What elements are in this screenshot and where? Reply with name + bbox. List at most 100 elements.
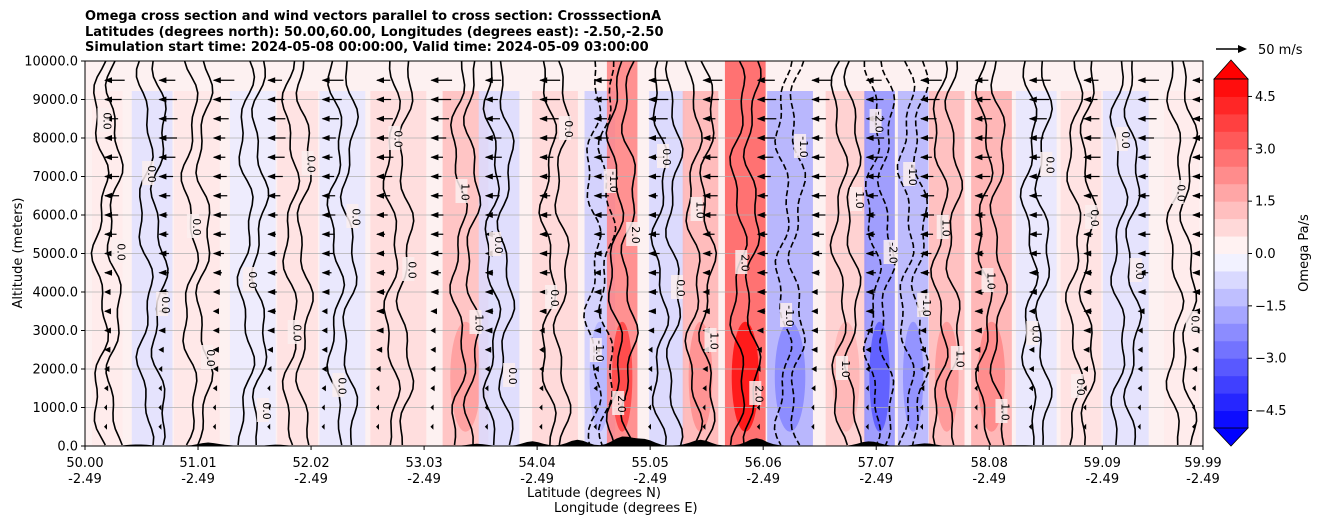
- wind-vector: [593, 289, 602, 295]
- wind-vector: [702, 366, 708, 372]
- wind-vector: [104, 135, 117, 141]
- wind-vector: [1028, 269, 1039, 276]
- contour-label-bg: [589, 338, 602, 362]
- wind-vector: [321, 154, 333, 161]
- contour-label-bg: [1071, 374, 1084, 398]
- wind-vector: [702, 250, 713, 257]
- contour-line: [382, 61, 402, 446]
- contour-label: -1.0: [593, 340, 606, 361]
- wind-vector: [920, 192, 935, 199]
- wind-vector: [484, 173, 502, 180]
- wind-vector: [865, 77, 882, 84]
- wind-vector: [593, 366, 599, 372]
- wind-vector: [648, 327, 655, 334]
- wind-vector: [974, 404, 978, 411]
- x-tick-label-lat: 52.02: [292, 456, 329, 471]
- wind-vector: [865, 308, 875, 315]
- wind-vector: [593, 192, 609, 199]
- omega-column: [532, 91, 578, 446]
- wind-vector: [811, 327, 818, 334]
- colorbar-step: [1214, 393, 1248, 412]
- wind-vector: [1137, 77, 1160, 84]
- wind-vector: [1192, 231, 1203, 238]
- wind-vector: [865, 212, 876, 218]
- wind-vector: [430, 346, 436, 353]
- wind-vector: [321, 269, 332, 276]
- colorbar-step: [1214, 183, 1248, 202]
- wind-vector: [648, 308, 656, 315]
- colorbar-extend-top: [1213, 59, 1249, 80]
- quiver-key-arrowhead: [1238, 45, 1247, 53]
- wind-vector: [1192, 269, 1200, 276]
- contour-label-bg: [836, 356, 849, 380]
- wind-vector: [702, 115, 716, 122]
- contour-label: 1.0: [473, 314, 486, 332]
- wind-vector: [811, 77, 833, 84]
- wind-vector: [920, 135, 934, 141]
- wind-vector: [212, 308, 220, 315]
- contour-line: [1109, 61, 1129, 446]
- contour-label: 1.0: [853, 191, 866, 209]
- x-tick-label-lon: -2.49: [859, 472, 893, 487]
- y-tick-label: 10000.0: [24, 55, 78, 70]
- wind-vector: [1192, 289, 1201, 295]
- wind-vector: [430, 269, 441, 276]
- wind-vector: [484, 212, 498, 218]
- wind-vector: [865, 404, 869, 411]
- wind-vector: [376, 96, 392, 103]
- contour-label-bg: [503, 363, 516, 387]
- wind-vector: [376, 77, 391, 84]
- contour-line: [90, 61, 110, 446]
- wind-vector: [648, 404, 652, 411]
- colorbar-step: [1214, 201, 1248, 220]
- wind-vector: [1192, 404, 1195, 411]
- x-tick-label-lat: 58.08: [971, 456, 1008, 471]
- contour-label-bg: [489, 232, 502, 256]
- contour-label-bg: [704, 328, 717, 352]
- wind-vector: [702, 385, 707, 392]
- wind-vector: [321, 327, 328, 334]
- wind-vector: [974, 250, 984, 257]
- wind-vector: [430, 250, 443, 257]
- wind-vector: [593, 115, 607, 122]
- contour-label: 0.0: [246, 271, 259, 289]
- contour-label: 0.0: [349, 208, 362, 226]
- wind-vector: [920, 269, 930, 276]
- wind-vector: [484, 96, 498, 103]
- wind-vector: [321, 404, 325, 411]
- wind-vector: [539, 135, 557, 141]
- wind-vector: [811, 250, 822, 257]
- wind-vector: [865, 269, 876, 276]
- x-tick-label-lat: 54.04: [519, 456, 556, 471]
- wind-vector: [974, 96, 991, 103]
- wind-vector: [974, 385, 978, 392]
- wind-vector: [539, 173, 551, 180]
- wind-vector: [430, 115, 450, 122]
- wind-vector: [321, 346, 328, 353]
- y-tick-label: 4000.0: [33, 286, 79, 301]
- wind-vector: [920, 96, 940, 103]
- contour-label: 1.0: [459, 183, 472, 201]
- wind-vector: [212, 269, 222, 276]
- contour-line: [326, 61, 346, 446]
- wind-vector: [756, 154, 774, 161]
- wind-vector: [267, 154, 285, 161]
- contour-label-bg: [917, 293, 930, 317]
- wind-vector: [267, 192, 281, 199]
- wind-vector: [321, 250, 334, 257]
- wind-vector: [1083, 423, 1087, 430]
- wind-vector: [1028, 154, 1041, 161]
- wind-vector: [1083, 115, 1100, 122]
- y-tick-label: 3000.0: [33, 324, 79, 339]
- contour-label: 0.0: [660, 148, 673, 166]
- wind-vector: [376, 269, 386, 276]
- wind-vector: [539, 366, 544, 372]
- contour-label-bg: [111, 239, 124, 263]
- contour-label: 0.0: [305, 155, 318, 173]
- wind-vector: [1028, 77, 1051, 84]
- wind-vector: [321, 96, 342, 103]
- wind-vector: [1192, 173, 1203, 180]
- chart-title: Omega cross section and wind vectors par…: [85, 9, 664, 56]
- wind-vector: [648, 77, 668, 84]
- wind-vector: [648, 212, 659, 218]
